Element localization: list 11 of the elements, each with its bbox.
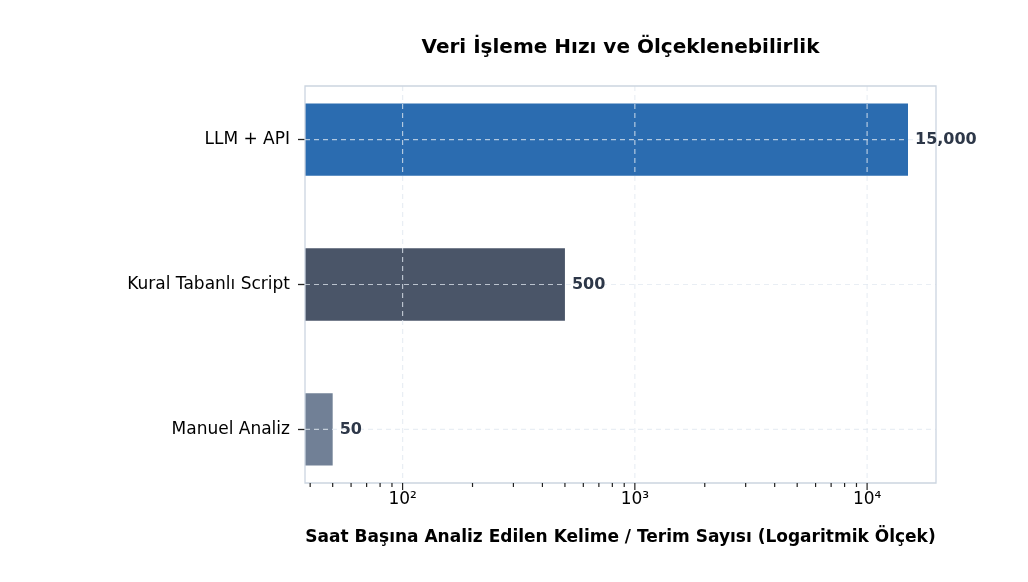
chart-title: Veri İşleme Hızı ve Ölçeklenebilirlik bbox=[421, 34, 821, 59]
data-label: 500 bbox=[571, 273, 606, 293]
y-tick-label: LLM + API bbox=[204, 128, 290, 149]
y-tick-label: Manuel Analiz bbox=[171, 417, 291, 438]
y-tick-label: Kural Tabanlı Script bbox=[127, 272, 291, 293]
x-tick-label: 10³ bbox=[620, 487, 650, 508]
x-axis-title: Saat Başına Analiz Edilen Kelime / Terim Sayısı (Logaritmik Ölçek) bbox=[305, 525, 936, 547]
data-label: 50 bbox=[339, 418, 362, 438]
x-tick-label: 10⁴ bbox=[852, 487, 882, 508]
x-tick-label: 10² bbox=[388, 487, 417, 508]
data-label: 15,000 bbox=[915, 128, 977, 148]
